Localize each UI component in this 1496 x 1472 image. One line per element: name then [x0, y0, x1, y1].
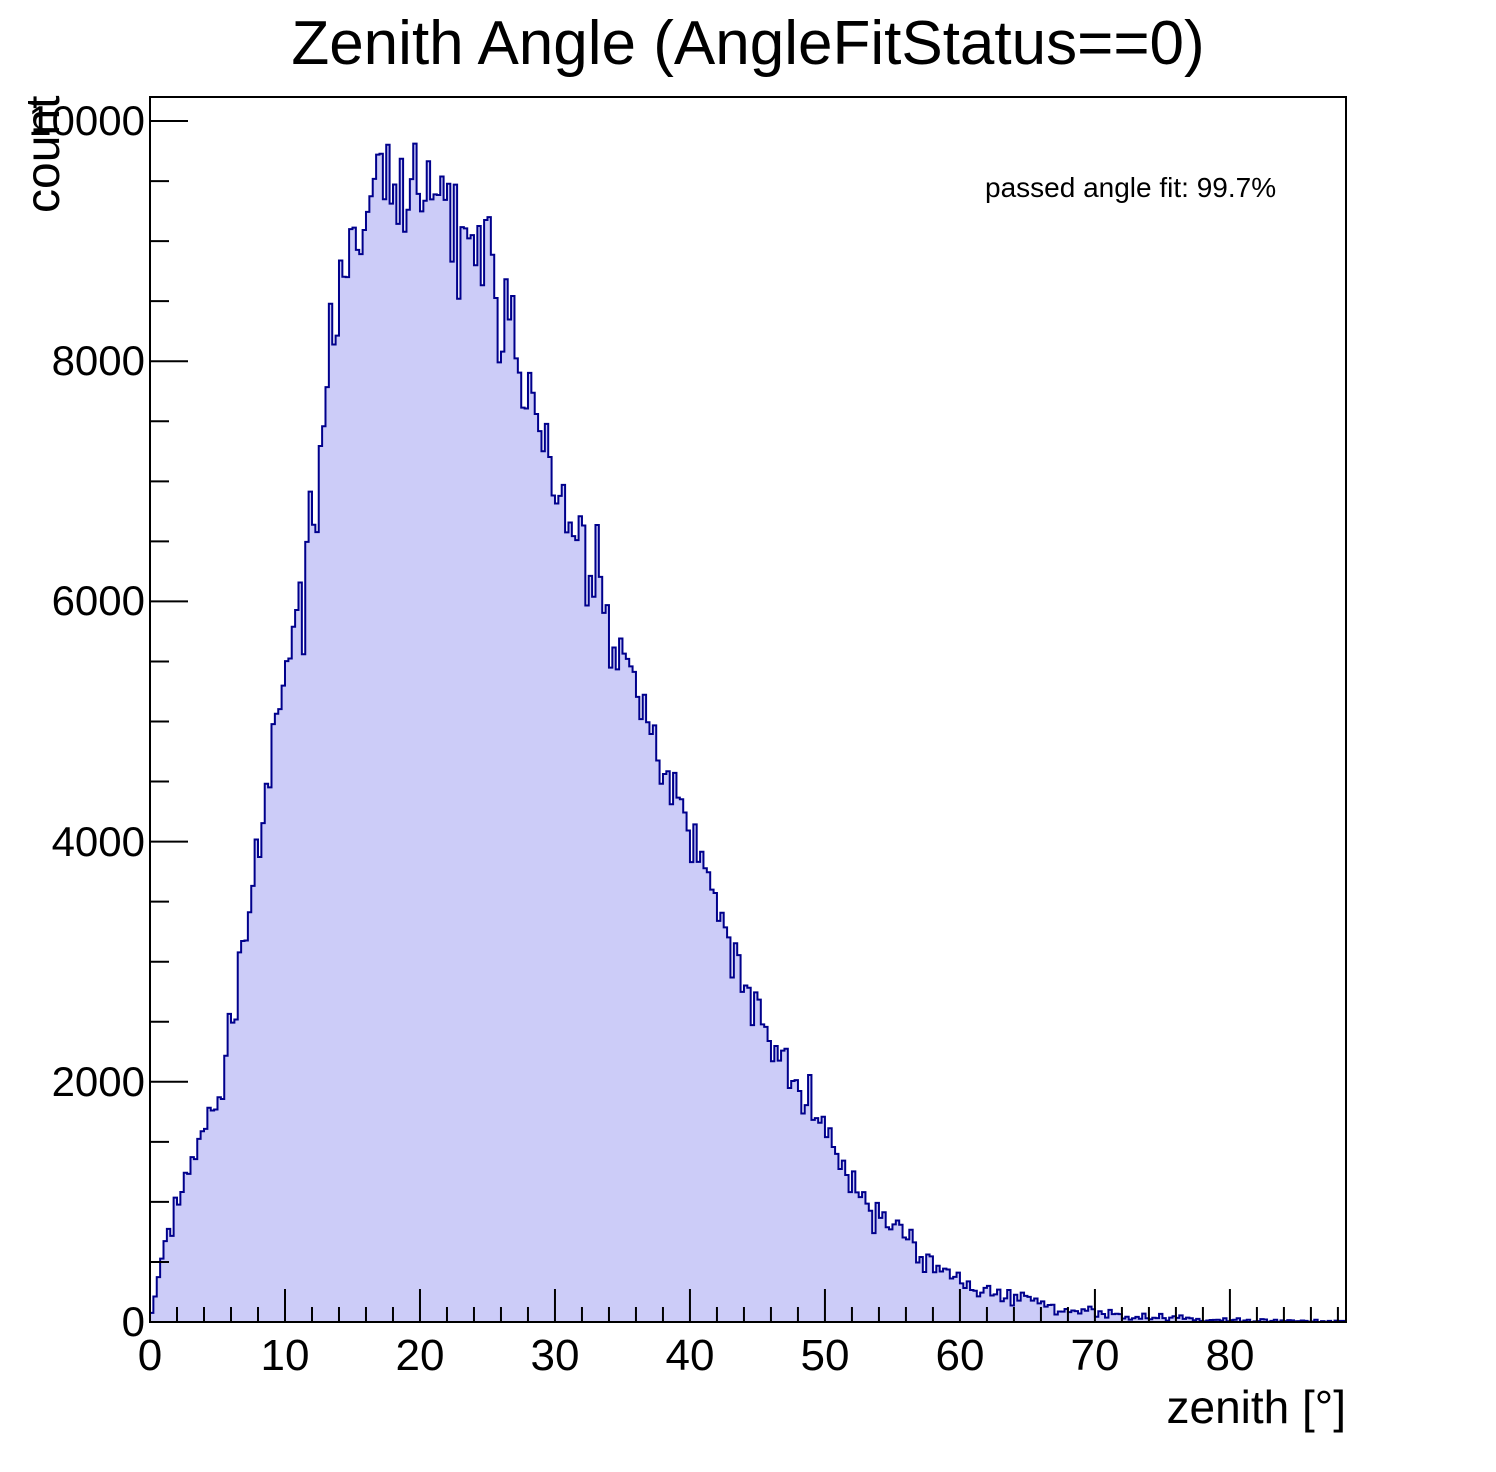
y-tick-label-10000: 10000	[28, 97, 145, 144]
plot-title: Zenith Angle (AngleFitStatus==0)	[291, 9, 1205, 78]
y-tick-label-6000: 6000	[51, 577, 145, 624]
x-tick-label-50: 50	[800, 1331, 850, 1380]
x-axis-title: zenith [°]	[1166, 1381, 1347, 1433]
histogram-fill	[150, 143, 1345, 1323]
plot-frame	[149, 96, 1347, 1323]
x-tick-label-70: 70	[1070, 1331, 1120, 1380]
x-tick-label-60: 60	[935, 1331, 985, 1380]
annotation-passed-angle-fit: passed angle fit: 99.7%	[985, 172, 1277, 203]
y-tick-label-4000: 4000	[51, 818, 145, 865]
x-tick-label-80: 80	[1205, 1331, 1255, 1380]
x-tick-label-10: 10	[260, 1331, 310, 1380]
y-tick-label-0: 0	[121, 1298, 145, 1345]
x-tick-label-30: 30	[530, 1331, 580, 1380]
x-tick-label-0: 0	[137, 1331, 163, 1380]
x-tick-label-40: 40	[665, 1331, 715, 1380]
y-tick-label-2000: 2000	[51, 1058, 145, 1105]
y-tick-label-8000: 8000	[51, 337, 145, 384]
x-tick-label-20: 20	[395, 1331, 445, 1380]
histogram-outline	[149, 142, 1346, 1323]
